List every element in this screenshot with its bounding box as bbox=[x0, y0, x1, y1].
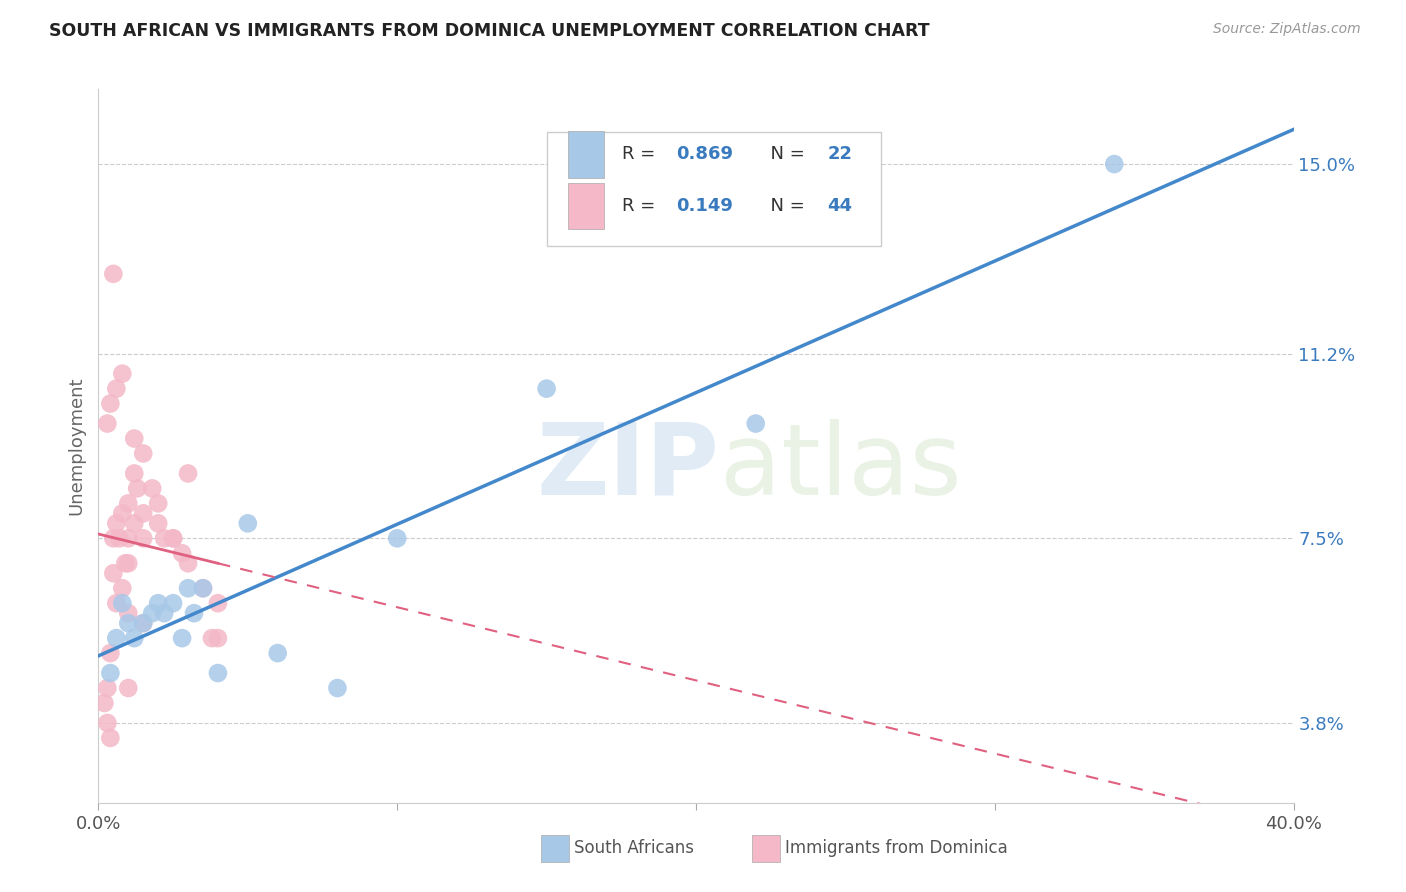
Point bbox=[117, 496, 139, 510]
Point bbox=[124, 467, 146, 481]
Point bbox=[745, 417, 768, 431]
Point bbox=[132, 507, 155, 521]
Point bbox=[183, 606, 205, 620]
Text: ZIP: ZIP bbox=[537, 419, 720, 516]
Point bbox=[201, 631, 224, 645]
Point bbox=[141, 482, 163, 496]
FancyBboxPatch shape bbox=[547, 132, 882, 246]
Point bbox=[111, 596, 134, 610]
Point bbox=[100, 666, 122, 681]
Point bbox=[1102, 157, 1125, 171]
Text: R =: R = bbox=[621, 197, 661, 215]
Point bbox=[124, 432, 146, 446]
Point bbox=[148, 516, 170, 531]
Point bbox=[100, 646, 122, 660]
Text: Immigrants from Dominica: Immigrants from Dominica bbox=[785, 839, 1007, 857]
Text: South Africans: South Africans bbox=[574, 839, 693, 857]
Point bbox=[105, 516, 128, 531]
Point bbox=[267, 646, 290, 660]
Text: R =: R = bbox=[621, 145, 661, 163]
Point bbox=[117, 681, 139, 695]
Point bbox=[536, 382, 558, 396]
Point bbox=[114, 556, 136, 570]
Text: 0.149: 0.149 bbox=[676, 197, 733, 215]
Text: atlas: atlas bbox=[720, 419, 962, 516]
Point bbox=[96, 681, 118, 695]
Point bbox=[117, 531, 139, 545]
Point bbox=[103, 531, 125, 545]
Point bbox=[177, 556, 200, 570]
Point bbox=[148, 596, 170, 610]
Point bbox=[117, 616, 139, 631]
Point bbox=[124, 516, 146, 531]
FancyBboxPatch shape bbox=[568, 131, 605, 178]
Point bbox=[172, 546, 194, 560]
Text: Source: ZipAtlas.com: Source: ZipAtlas.com bbox=[1213, 22, 1361, 37]
Point bbox=[236, 516, 259, 531]
Text: 22: 22 bbox=[828, 145, 852, 163]
Point bbox=[207, 631, 229, 645]
Point bbox=[96, 715, 118, 730]
Point bbox=[111, 507, 134, 521]
Point bbox=[117, 556, 139, 570]
Point bbox=[100, 731, 122, 745]
Point bbox=[172, 631, 194, 645]
Point bbox=[103, 267, 125, 281]
Point bbox=[132, 531, 155, 545]
Text: 44: 44 bbox=[828, 197, 852, 215]
Point bbox=[162, 596, 184, 610]
Point bbox=[96, 417, 118, 431]
Point bbox=[191, 581, 214, 595]
Point bbox=[111, 581, 134, 595]
Point bbox=[385, 531, 409, 545]
Point bbox=[162, 531, 184, 545]
Point bbox=[117, 606, 139, 620]
Point bbox=[105, 382, 128, 396]
Text: 0.869: 0.869 bbox=[676, 145, 733, 163]
Point bbox=[141, 606, 163, 620]
Point bbox=[111, 367, 134, 381]
Point bbox=[93, 696, 115, 710]
Point bbox=[207, 596, 229, 610]
Text: N =: N = bbox=[759, 197, 811, 215]
Point bbox=[124, 631, 146, 645]
Point bbox=[162, 531, 184, 545]
Point bbox=[132, 616, 155, 631]
Point bbox=[326, 681, 349, 695]
Point bbox=[148, 496, 170, 510]
Text: N =: N = bbox=[759, 145, 811, 163]
Point bbox=[105, 596, 128, 610]
Point bbox=[153, 606, 176, 620]
Point bbox=[105, 631, 128, 645]
Point bbox=[177, 581, 200, 595]
Point bbox=[103, 566, 125, 581]
FancyBboxPatch shape bbox=[568, 183, 605, 229]
Point bbox=[100, 396, 122, 410]
Point bbox=[153, 531, 176, 545]
Point bbox=[207, 666, 229, 681]
Point bbox=[177, 467, 200, 481]
Point bbox=[127, 482, 149, 496]
Point bbox=[108, 531, 131, 545]
Point bbox=[132, 616, 155, 631]
Y-axis label: Unemployment: Unemployment bbox=[67, 376, 86, 516]
Point bbox=[132, 446, 155, 460]
Point bbox=[191, 581, 214, 595]
Text: SOUTH AFRICAN VS IMMIGRANTS FROM DOMINICA UNEMPLOYMENT CORRELATION CHART: SOUTH AFRICAN VS IMMIGRANTS FROM DOMINIC… bbox=[49, 22, 929, 40]
